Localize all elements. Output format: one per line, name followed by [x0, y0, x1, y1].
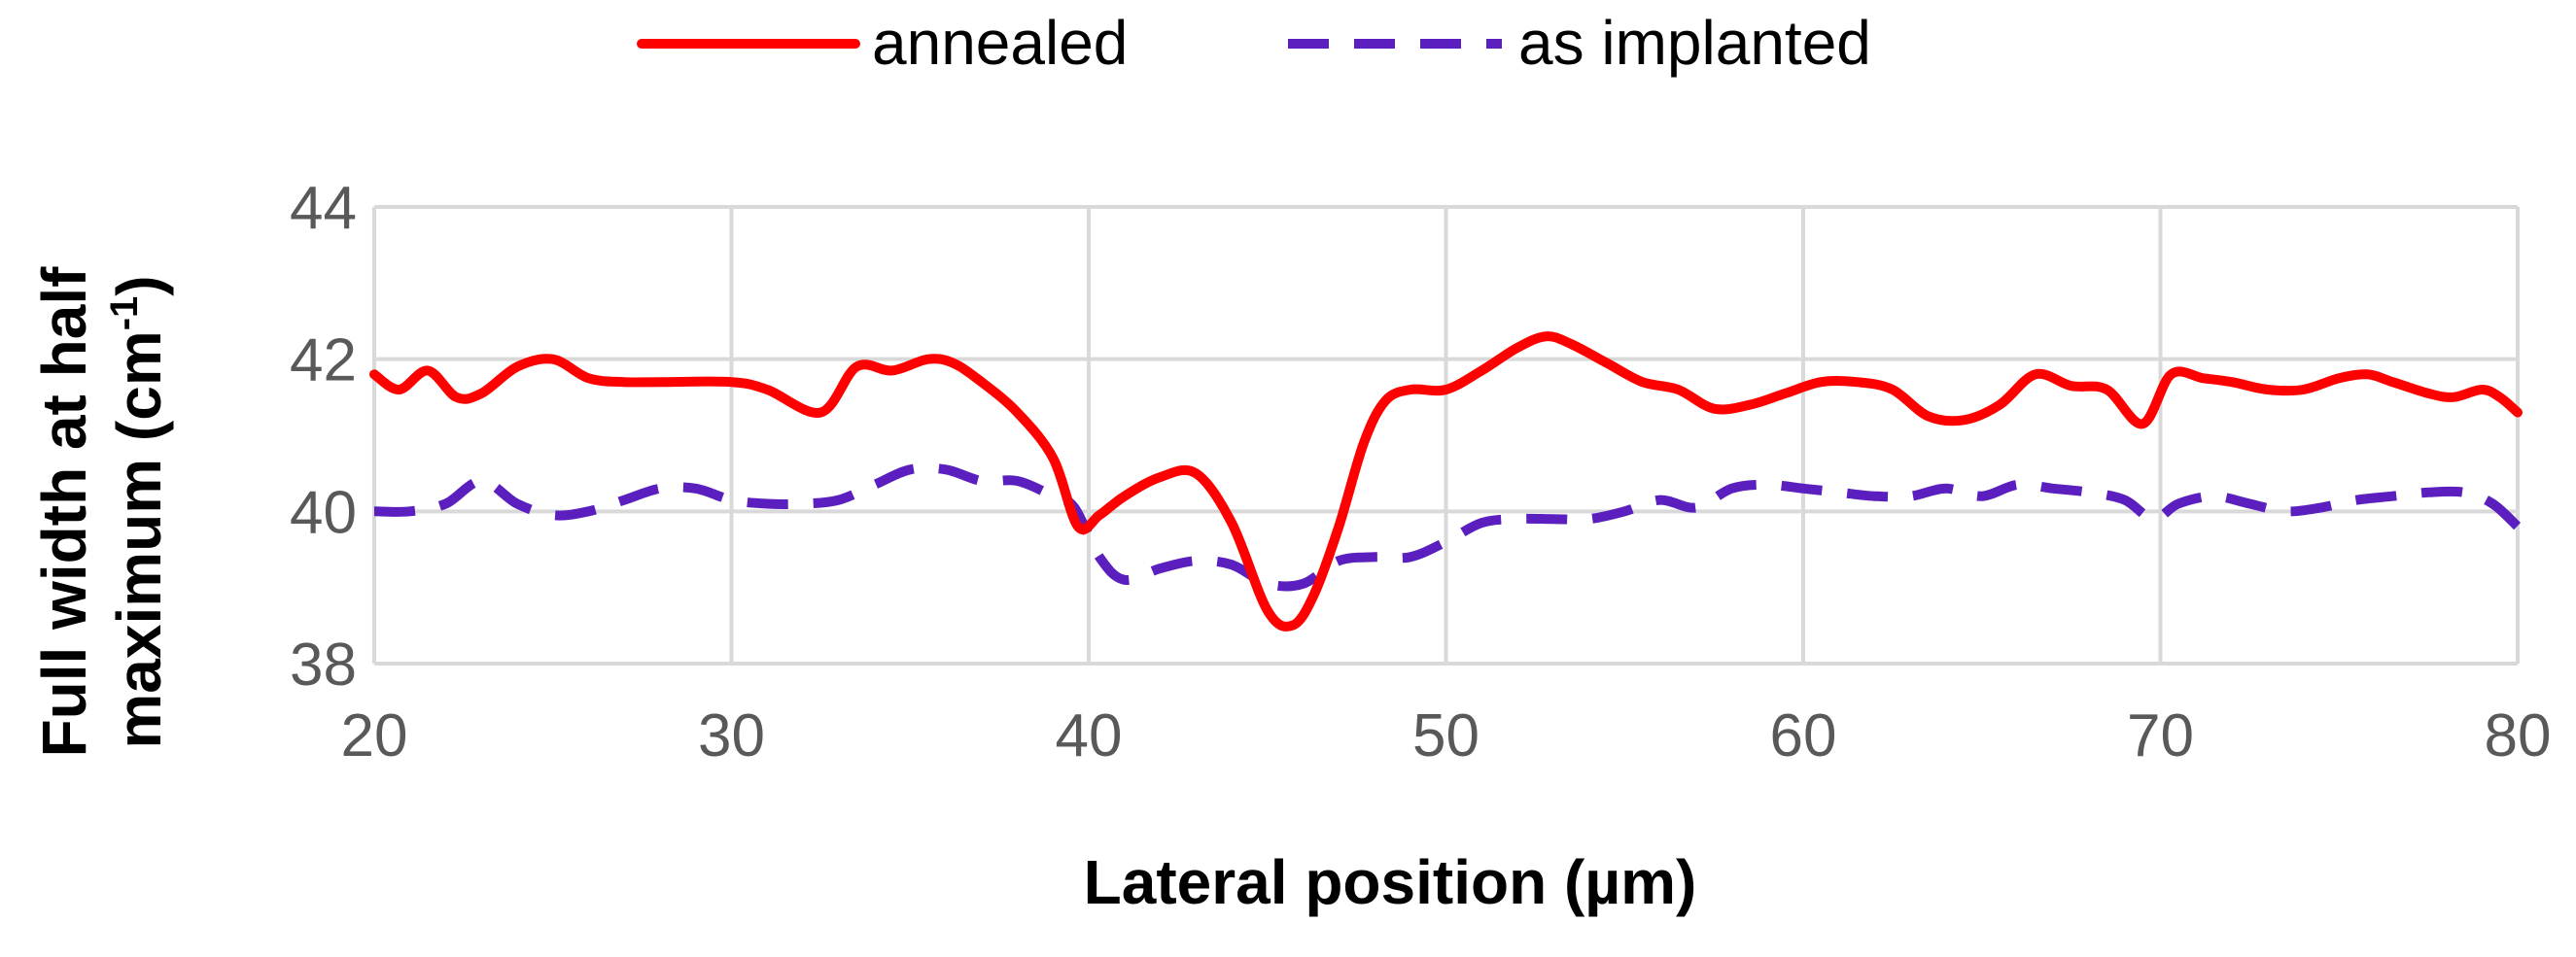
- x-tick-label: 20: [341, 702, 408, 769]
- series-line-as-implanted: [373, 462, 2522, 592]
- legend-label-annealed: annealed: [872, 8, 1128, 78]
- y-axis-title-line2-end: ): [104, 275, 174, 295]
- y-tick-label: 40: [290, 479, 357, 546]
- y-tick-label: 38: [290, 632, 357, 699]
- y-axis-title-superscript: -1: [103, 296, 146, 331]
- grid-layer: [372, 205, 2520, 666]
- y-tick-label: 42: [290, 327, 357, 394]
- x-tick-label: 30: [698, 702, 765, 769]
- legend-label-as-implanted: as implanted: [1518, 8, 1871, 78]
- y-tick-label: 44: [290, 175, 357, 242]
- tick-layer: 38 40 42 44 20 30 40 50 60 70 80: [290, 175, 2551, 769]
- y-axis-title-line1: Full width at half: [29, 266, 99, 758]
- x-tick-label: 60: [1770, 702, 1837, 769]
- series-layer: [369, 331, 2523, 632]
- x-tick-label: 50: [1412, 702, 1479, 769]
- series-line-annealed: [369, 331, 2523, 632]
- y-axis-title-line2-base: maximum (cm: [104, 330, 174, 748]
- y-axis-title-line2: maximum (cm-1): [103, 275, 174, 748]
- x-tick-label: 70: [2127, 702, 2194, 769]
- x-tick-label: 40: [1056, 702, 1123, 769]
- y-axis-title: Full width at half maximum (cm-1): [29, 266, 174, 758]
- legend: annealed as implanted: [637, 8, 1871, 78]
- x-axis-title: Lateral position (µm): [1084, 847, 1697, 917]
- x-tick-label: 80: [2485, 702, 2552, 769]
